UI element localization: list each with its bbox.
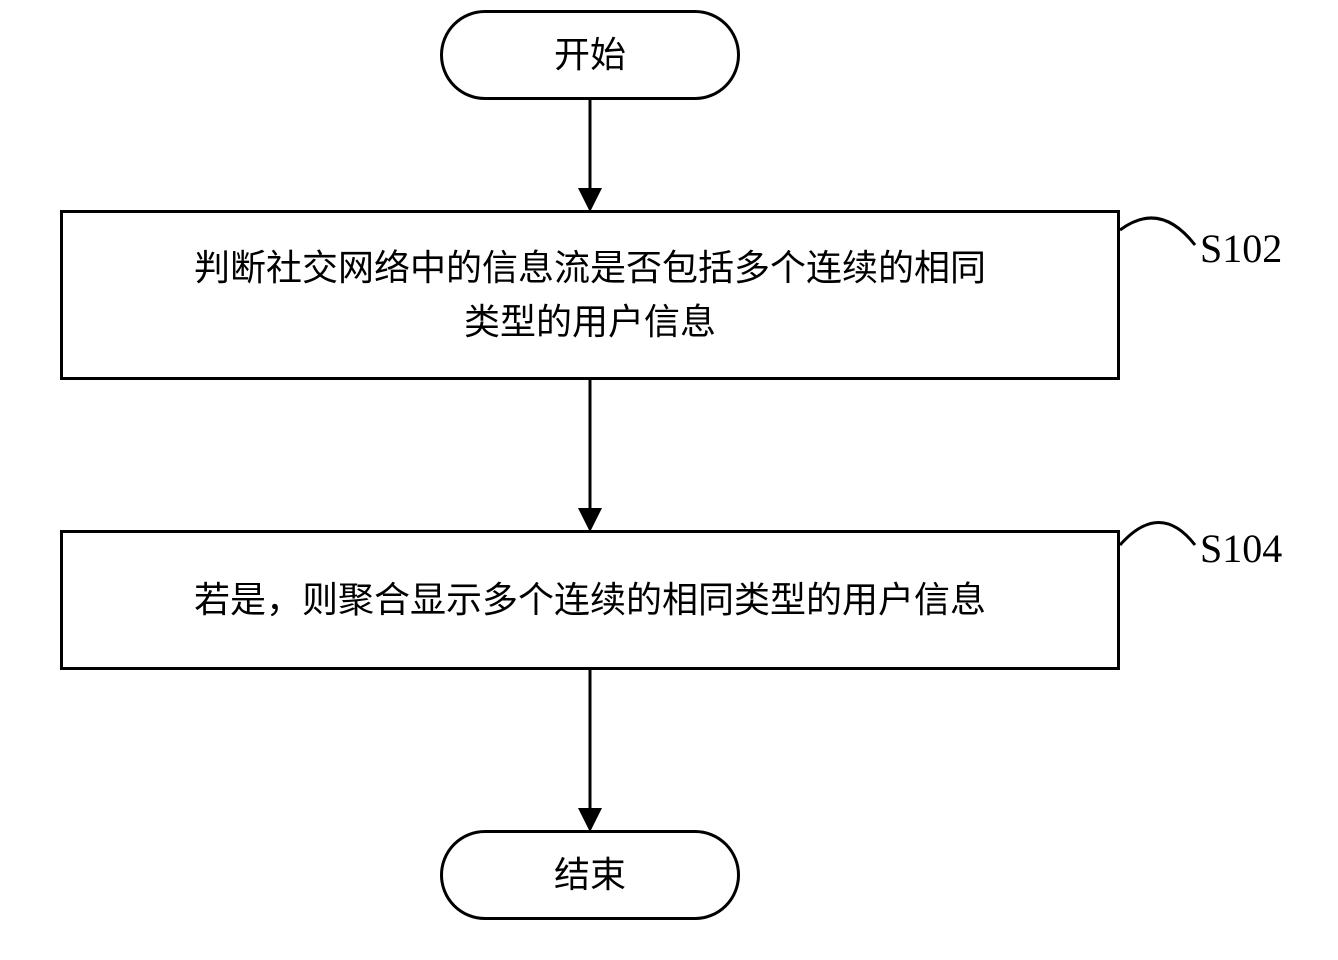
label-s104: S104 — [1200, 525, 1282, 572]
node-s102: 判断社交网络中的信息流是否包括多个连续的相同 类型的用户信息 — [60, 210, 1120, 380]
node-end-text: 结束 — [554, 848, 626, 902]
node-s102-text: 判断社交网络中的信息流是否包括多个连续的相同 类型的用户信息 — [194, 241, 986, 349]
node-s104-text: 若是，则聚合显示多个连续的相同类型的用户信息 — [194, 573, 986, 627]
flowchart-canvas: 开始 判断社交网络中的信息流是否包括多个连续的相同 类型的用户信息 若是，则聚合… — [0, 0, 1338, 960]
node-s104: 若是，则聚合显示多个连续的相同类型的用户信息 — [60, 530, 1120, 670]
leader-s104 — [1120, 523, 1195, 546]
leader-s102 — [1120, 218, 1195, 245]
node-start: 开始 — [440, 10, 740, 100]
label-s102: S102 — [1200, 225, 1282, 272]
connectors — [0, 0, 1338, 960]
node-end: 结束 — [440, 830, 740, 920]
node-start-text: 开始 — [554, 28, 626, 82]
